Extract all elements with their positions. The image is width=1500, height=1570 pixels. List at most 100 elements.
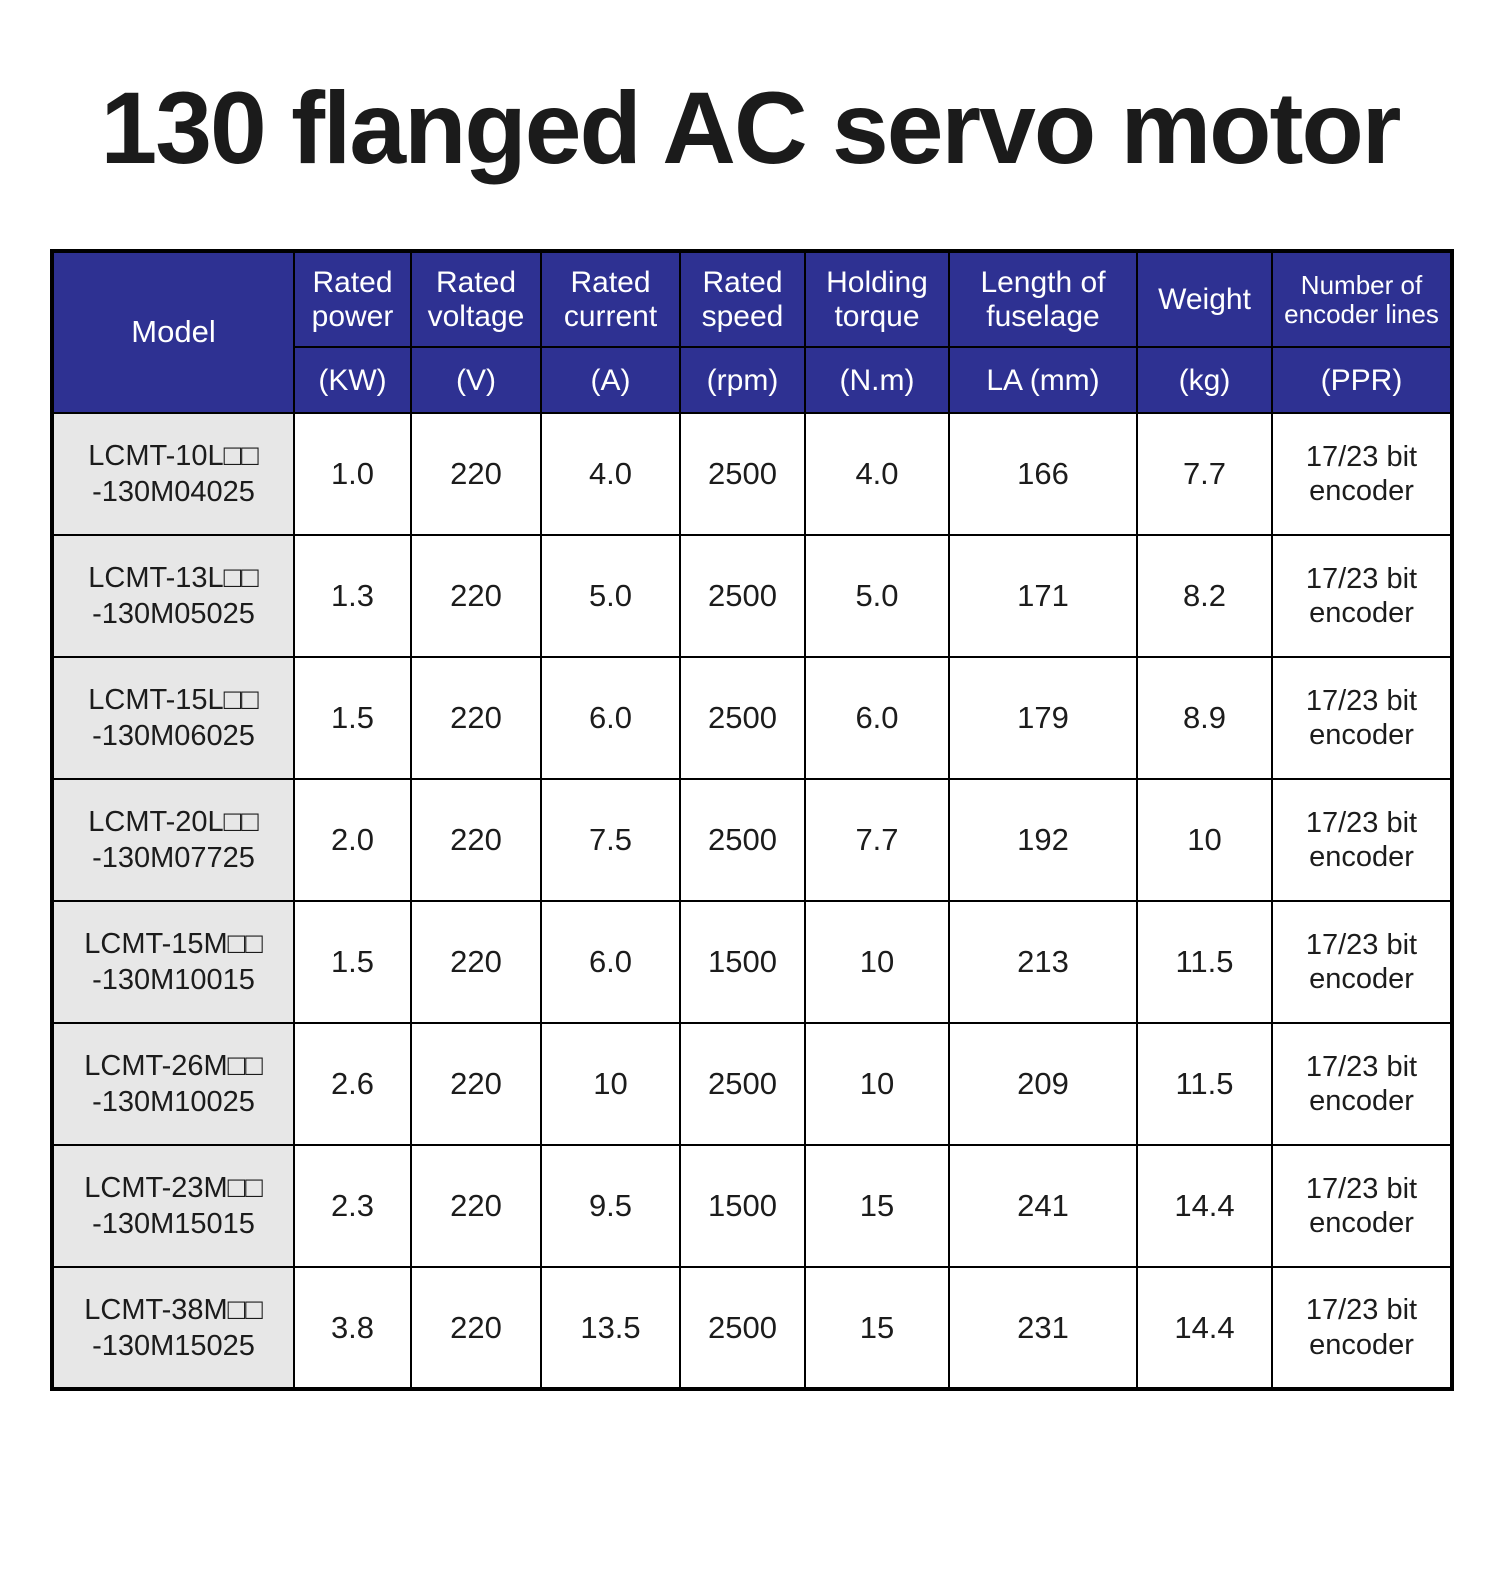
value-cell-weight: 8.2 <box>1136 534 1273 659</box>
value-cell-length-of-fuselage: 166 <box>948 412 1138 537</box>
column-header-rated-power: Rated power <box>293 250 412 349</box>
value-cell-rated-speed: 2500 <box>679 1266 806 1391</box>
unit-rated-speed: (rpm) <box>679 346 806 415</box>
value-cell-rated-power: 3.8 <box>293 1266 412 1391</box>
value-cell-rated-voltage: 220 <box>410 534 542 659</box>
value-cell-rated-current: 6.0 <box>540 900 681 1025</box>
unit-rated-power: (KW) <box>293 346 412 415</box>
value-cell-length-of-fuselage: 241 <box>948 1144 1138 1269</box>
value-cell-rated-power: 1.5 <box>293 900 412 1025</box>
value-cell-weight: 7.7 <box>1136 412 1273 537</box>
value-cell-rated-voltage: 220 <box>410 656 542 781</box>
table-row: LCMT-38M□□ -130M15025 3.8 220 13.5 2500 15 231… <box>51 1266 1453 1391</box>
header-unit-row: (KW) (V) (A) (rpm) (N.m) LA (mm) (kg) (P… <box>52 346 1453 415</box>
value-cell-length-of-fuselage: 192 <box>948 778 1138 903</box>
unit-encoder-lines: (PPR) <box>1271 346 1453 415</box>
table-row: LCMT-15L□□ -130M06025 1.5 220 6.0 2500 6.0 179… <box>51 656 1453 781</box>
value-cell-weight: 14.4 <box>1136 1144 1273 1269</box>
value-cell-rated-power: 1.5 <box>293 656 412 781</box>
encoder-cell: 17/23 bit encoder <box>1271 534 1453 659</box>
value-cell-holding-torque: 6.0 <box>804 656 950 781</box>
column-header-length-of-fuselage: Length of fuselage <box>948 250 1138 349</box>
table-row: LCMT-23M□□ -130M15015 2.3 220 9.5 1500 15 241 1… <box>51 1144 1453 1269</box>
header-label-row: Model Rated power Rated voltage Rated cu… <box>51 250 1453 415</box>
value-cell-weight: 14.4 <box>1136 1266 1273 1391</box>
column-header-rated-speed: Rated speed <box>679 250 806 349</box>
value-cell-length-of-fuselage: 179 <box>948 656 1138 781</box>
table-row: LCMT-26M□□ -130M10025 2.6 220 10 2500 10 209 11… <box>51 1022 1453 1147</box>
encoder-cell: 17/23 bit encoder <box>1271 778 1453 903</box>
value-cell-rated-speed: 2500 <box>679 534 806 659</box>
value-cell-holding-torque: 15 <box>804 1144 950 1269</box>
model-cell: LCMT-15M□□ -130M10015 <box>51 900 295 1025</box>
value-cell-holding-torque: 10 <box>804 1022 950 1147</box>
value-cell-rated-current: 10 <box>540 1022 681 1147</box>
value-cell-rated-voltage: 220 <box>410 1022 542 1147</box>
value-cell-length-of-fuselage: 231 <box>948 1266 1138 1391</box>
value-cell-rated-power: 2.0 <box>293 778 412 903</box>
encoder-cell: 17/23 bit encoder <box>1271 900 1453 1025</box>
column-header-holding-torque: Holding torque <box>804 250 950 349</box>
table-row: LCMT-20L□□ -130M07725 2.0 220 7.5 2500 7.7 192… <box>51 778 1453 903</box>
column-header-rated-current: Rated current <box>540 250 681 349</box>
value-cell-holding-torque: 10 <box>804 900 950 1025</box>
model-cell: LCMT-23M□□ -130M15015 <box>51 1144 295 1269</box>
value-cell-holding-torque: 4.0 <box>804 412 950 537</box>
value-cell-rated-speed: 2500 <box>679 1022 806 1147</box>
encoder-cell: 17/23 bit encoder <box>1271 656 1453 781</box>
value-cell-rated-current: 7.5 <box>540 778 681 903</box>
unit-length-of-fuselage: LA (mm) <box>948 346 1138 415</box>
value-cell-rated-current: 13.5 <box>540 1266 681 1391</box>
value-cell-weight: 8.9 <box>1136 656 1273 781</box>
page-title: 130 flanged AC servo motor <box>100 71 1402 185</box>
unit-rated-voltage: (V) <box>410 346 542 415</box>
value-cell-rated-current: 6.0 <box>540 656 681 781</box>
unit-rated-current: (A) <box>540 346 681 415</box>
unit-holding-torque: (N.m) <box>804 346 950 415</box>
encoder-cell: 17/23 bit encoder <box>1271 412 1453 537</box>
spec-table: Model Rated power Rated voltage Rated cu… <box>50 249 1454 1392</box>
value-cell-rated-current: 5.0 <box>540 534 681 659</box>
value-cell-rated-speed: 1500 <box>679 1144 806 1269</box>
table-row: LCMT-13L□□ -130M05025 1.3 220 5.0 2500 5.0 171… <box>51 534 1453 659</box>
model-cell: LCMT-20L□□ -130M07725 <box>51 778 295 903</box>
model-cell: LCMT-10L□□ -130M04025 <box>51 412 295 537</box>
value-cell-rated-speed: 2500 <box>679 412 806 537</box>
value-cell-length-of-fuselage: 213 <box>948 900 1138 1025</box>
model-cell: LCMT-38M□□ -130M15025 <box>51 1266 295 1391</box>
table-row: LCMT-10L□□ -130M04025 1.0 220 4.0 2500 4.0 166… <box>51 412 1453 537</box>
encoder-cell: 17/23 bit encoder <box>1271 1144 1453 1269</box>
encoder-cell: 17/23 bit encoder <box>1271 1266 1453 1391</box>
value-cell-rated-voltage: 220 <box>410 1266 542 1391</box>
table-row: LCMT-15M□□ -130M10015 1.5 220 6.0 1500 10 213 1… <box>51 900 1453 1025</box>
value-cell-length-of-fuselage: 209 <box>948 1022 1138 1147</box>
value-cell-rated-voltage: 220 <box>410 778 542 903</box>
model-cell: LCMT-15L□□ -130M06025 <box>51 656 295 781</box>
value-cell-rated-power: 1.3 <box>293 534 412 659</box>
value-cell-rated-voltage: 220 <box>410 412 542 537</box>
column-header-rated-voltage: Rated voltage <box>410 250 542 349</box>
spec-table-body: LCMT-10L□□ -130M04025 1.0 220 4.0 2500 4.0 166… <box>51 412 1453 1391</box>
value-cell-rated-voltage: 220 <box>410 1144 542 1269</box>
column-header-weight: Weight <box>1136 250 1273 349</box>
value-cell-rated-current: 4.0 <box>540 412 681 537</box>
model-cell: LCMT-26M□□ -130M10025 <box>51 1022 295 1147</box>
unit-weight: (kg) <box>1136 346 1273 415</box>
value-cell-rated-current: 9.5 <box>540 1144 681 1269</box>
value-cell-weight: 10 <box>1136 778 1273 903</box>
value-cell-rated-power: 2.3 <box>293 1144 412 1269</box>
value-cell-holding-torque: 7.7 <box>804 778 950 903</box>
value-cell-length-of-fuselage: 171 <box>948 534 1138 659</box>
value-cell-rated-speed: 1500 <box>679 900 806 1025</box>
value-cell-rated-power: 2.6 <box>293 1022 412 1147</box>
table-header: Model Rated power Rated voltage Rated cu… <box>51 250 1453 415</box>
value-cell-holding-torque: 15 <box>804 1266 950 1391</box>
value-cell-rated-voltage: 220 <box>410 900 542 1025</box>
value-cell-weight: 11.5 <box>1136 1022 1273 1147</box>
value-cell-rated-speed: 2500 <box>679 656 806 781</box>
column-header-encoder-lines: Number of encoder lines <box>1271 250 1453 349</box>
value-cell-rated-speed: 2500 <box>679 778 806 903</box>
model-cell: LCMT-13L□□ -130M05025 <box>51 534 295 659</box>
value-cell-holding-torque: 5.0 <box>804 534 950 659</box>
encoder-cell: 17/23 bit encoder <box>1271 1022 1453 1147</box>
